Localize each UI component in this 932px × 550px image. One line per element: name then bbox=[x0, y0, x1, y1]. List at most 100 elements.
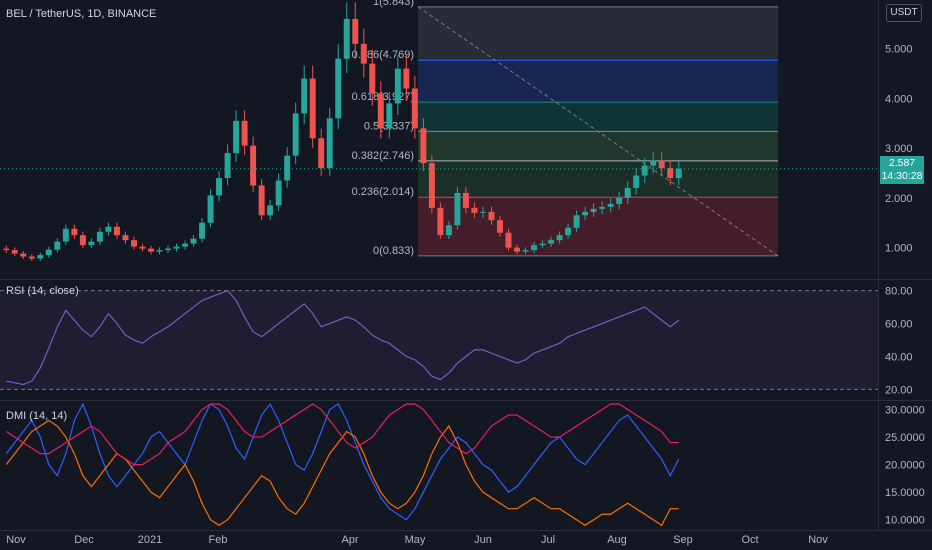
candle-body bbox=[216, 178, 223, 196]
time-axis-tick: Nov bbox=[808, 534, 828, 546]
candle-body bbox=[403, 68, 410, 89]
candle-body bbox=[548, 240, 555, 244]
currency-button[interactable]: USDT bbox=[886, 4, 922, 22]
fib-trend-line bbox=[417, 6, 779, 257]
price-axis-tick: 4.000 bbox=[885, 93, 913, 105]
candle-body bbox=[165, 248, 171, 251]
candle-body bbox=[190, 238, 197, 244]
candle-body bbox=[88, 241, 95, 246]
candle-body bbox=[258, 185, 265, 216]
candle-body bbox=[616, 197, 623, 204]
candle-body bbox=[352, 18, 359, 44]
candle-body bbox=[565, 227, 572, 236]
time-axis-tick: Sep bbox=[673, 534, 693, 546]
candle-body bbox=[641, 165, 648, 176]
dmi-axis-tick: 30.0000 bbox=[885, 405, 925, 417]
rsi-axis-tick: 20.00 bbox=[885, 384, 913, 396]
time-axis-tick: Oct bbox=[741, 534, 758, 546]
candle-body bbox=[590, 208, 597, 212]
time-axis-tick: Jun bbox=[474, 534, 492, 546]
candle-body bbox=[301, 78, 308, 114]
candle-body bbox=[292, 113, 299, 156]
fib-level-label: 1(5.843) bbox=[373, 0, 414, 8]
fib-zone bbox=[418, 6, 778, 61]
candle-body bbox=[250, 145, 257, 186]
candle-body bbox=[582, 211, 589, 216]
candle-body bbox=[607, 203, 614, 207]
candle-body bbox=[420, 128, 427, 164]
candle-body bbox=[437, 207, 444, 236]
candle-body bbox=[96, 231, 103, 242]
candle-body bbox=[113, 226, 120, 236]
candle-body bbox=[428, 163, 435, 208]
fib-level-label: 0(0.833) bbox=[373, 245, 414, 257]
adx-line bbox=[5, 403, 679, 466]
candle-body bbox=[71, 228, 78, 236]
candle-body bbox=[3, 248, 10, 251]
time-axis-tick: Nov bbox=[6, 534, 26, 546]
price-axis-tick: 2.000 bbox=[885, 193, 913, 205]
price-axis-tick: 5.000 bbox=[885, 44, 913, 56]
time-axis-tick: Dec bbox=[74, 534, 94, 546]
candle-body bbox=[224, 153, 231, 179]
candle-body bbox=[497, 220, 503, 233]
candle-body bbox=[139, 246, 146, 249]
candle-body bbox=[343, 18, 350, 59]
candle-body bbox=[267, 205, 274, 216]
dmi-axis-tick: 20.0000 bbox=[885, 460, 925, 472]
time-axis-tick: Feb bbox=[209, 534, 228, 546]
candle-body bbox=[522, 250, 529, 252]
rsi-axis-tick: 40.00 bbox=[885, 351, 913, 363]
candle-body bbox=[182, 243, 188, 247]
candle-body bbox=[369, 63, 376, 94]
candle-body bbox=[377, 93, 384, 129]
candle-body bbox=[394, 68, 401, 104]
fib-level-label: 0.786(4.769) bbox=[352, 49, 414, 61]
rsi-legend: RSI (14, close) bbox=[6, 285, 79, 297]
candle-body bbox=[633, 175, 640, 188]
candle-body bbox=[411, 88, 418, 129]
fib-zone bbox=[418, 160, 778, 198]
fib-zone bbox=[418, 131, 778, 161]
fib-zone bbox=[418, 60, 778, 103]
candle-body bbox=[275, 180, 282, 206]
dmi-axis-tick: 15.0000 bbox=[885, 487, 925, 499]
candle-body bbox=[462, 192, 469, 208]
candle-body bbox=[556, 235, 563, 241]
time-axis-tick: Apr bbox=[341, 534, 358, 546]
candle-body bbox=[122, 235, 129, 241]
candle-body bbox=[539, 243, 546, 246]
candle-body bbox=[335, 58, 342, 119]
candle-body bbox=[309, 78, 316, 139]
candle-body bbox=[45, 249, 52, 256]
fib-zone bbox=[418, 102, 778, 132]
time-axis-tick: Jul bbox=[541, 534, 555, 546]
candle-body bbox=[199, 222, 206, 239]
last-price-value: 2.587 bbox=[888, 157, 916, 169]
time-axis-tick: May bbox=[405, 534, 426, 546]
candle-body bbox=[54, 241, 61, 250]
candle-body bbox=[650, 160, 657, 166]
rsi-axis-tick: 80.00 bbox=[885, 286, 913, 298]
candle-body bbox=[471, 207, 478, 213]
candle-body bbox=[147, 248, 154, 252]
candle-body bbox=[37, 255, 44, 259]
candle-body bbox=[20, 253, 27, 257]
candle-body bbox=[318, 138, 325, 169]
candle-body bbox=[573, 215, 580, 228]
candle-body bbox=[599, 206, 606, 209]
time-axis-tick: Aug bbox=[607, 534, 627, 546]
dmi-axis-tick: 10.0000 bbox=[885, 515, 925, 527]
candle-body bbox=[667, 168, 674, 179]
candle-body bbox=[360, 43, 367, 64]
candle-body bbox=[130, 240, 137, 247]
candle-body bbox=[156, 250, 163, 252]
candle-body bbox=[28, 256, 35, 259]
fib-zone bbox=[418, 197, 778, 256]
candle-body bbox=[284, 155, 291, 181]
rsi-axis-tick: 60.00 bbox=[885, 319, 913, 331]
candle-body bbox=[445, 225, 452, 236]
candle-body bbox=[11, 250, 18, 254]
candle-body bbox=[326, 118, 333, 169]
